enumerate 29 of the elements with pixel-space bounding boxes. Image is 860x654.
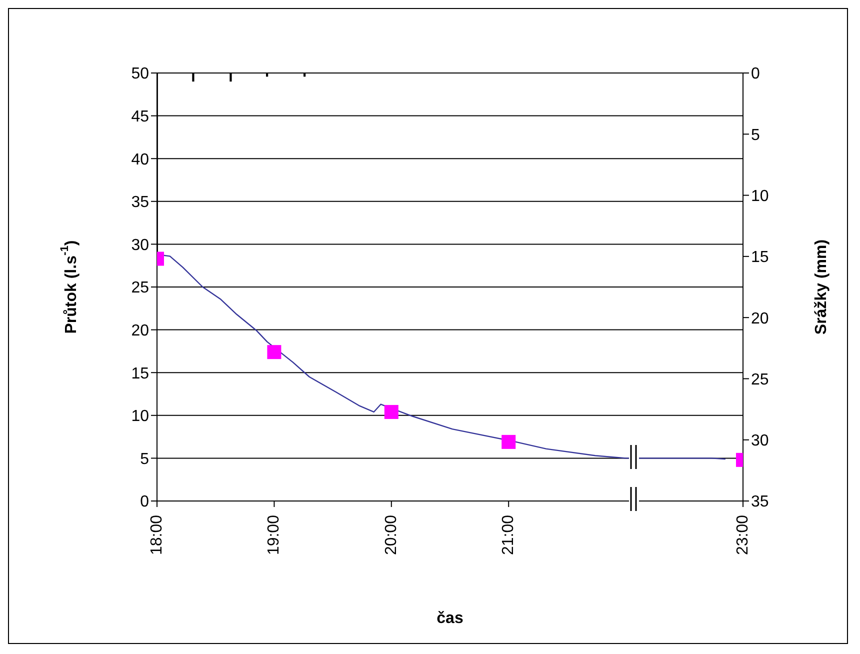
y2-tick-label: 25	[751, 371, 769, 388]
y2-tick-label: 35	[751, 494, 769, 511]
y-tick-label: 40	[131, 151, 150, 168]
y-tick-label: 15	[131, 365, 150, 382]
y-tick-label: 0	[140, 494, 150, 511]
y2-tick-label: 30	[751, 432, 769, 450]
y-tick-label: 5	[140, 450, 150, 468]
x-tick-label: 21:00	[500, 514, 518, 556]
y-tick-label: 20	[131, 322, 150, 340]
y2-tick-label: 5	[751, 126, 760, 144]
x-tick-label: 19:00	[266, 514, 283, 556]
y2-tick-label: 10	[751, 188, 769, 205]
x-axis-title: čas	[436, 610, 464, 627]
x-tick-label: 23:00	[734, 514, 752, 556]
y2-tick-label: 20	[751, 310, 769, 328]
y-tick-label: 30	[131, 236, 150, 254]
y2-axis-title: Srážky (mm)	[812, 239, 830, 335]
point	[267, 345, 282, 360]
y-tick-label: 10	[131, 408, 150, 426]
point	[502, 434, 516, 449]
y-tick-label: 45	[131, 108, 150, 126]
x-tick-label: 20:00	[382, 514, 400, 556]
x-tick-label: 18:00	[148, 514, 166, 556]
y-tick-label: 25	[131, 280, 150, 297]
y2-tick-label: 0	[751, 66, 760, 83]
y-tick-label: 35	[131, 194, 150, 212]
point	[384, 404, 398, 419]
y-tick-label: 50	[131, 66, 150, 83]
y2-tick-label: 15	[751, 249, 769, 266]
